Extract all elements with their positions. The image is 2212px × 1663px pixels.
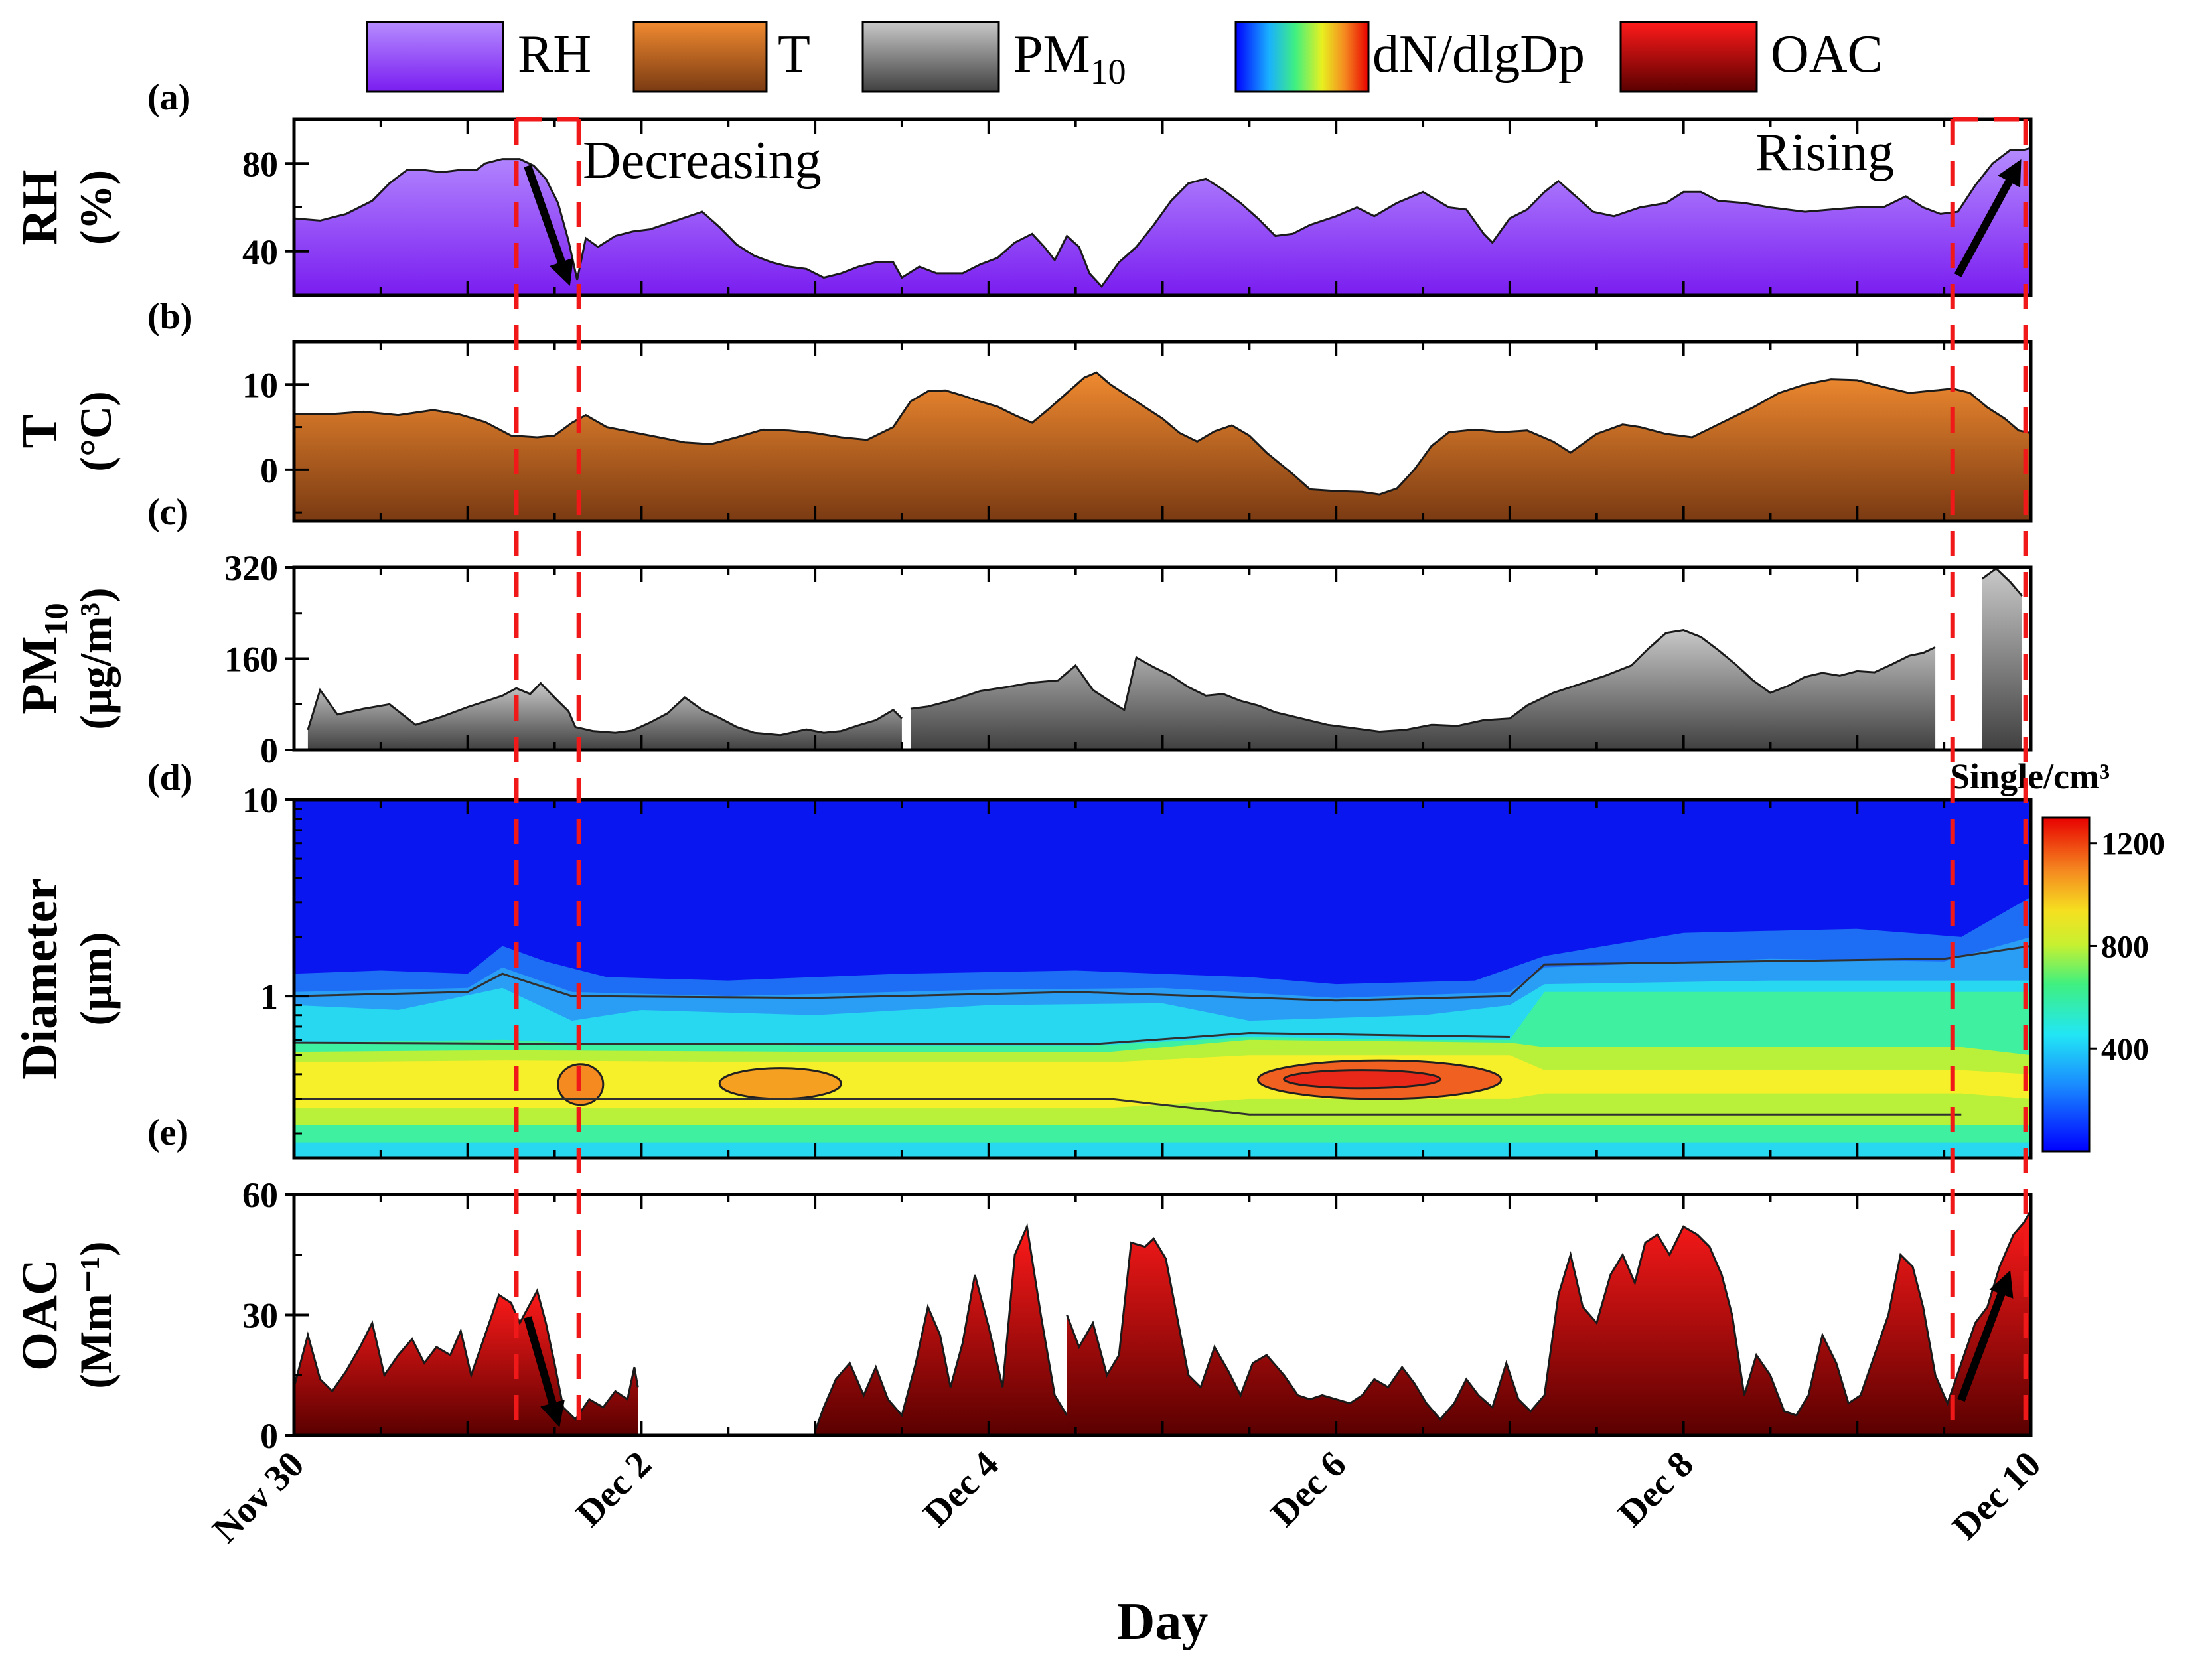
line-pm-2 <box>1981 567 2024 597</box>
y-axis-title-main: Diameter <box>12 878 68 1080</box>
y-axis-title-oac: OAC (Mm⁻¹) <box>12 1241 121 1388</box>
y-tick-label-rh: 80 <box>242 144 278 184</box>
panel-tag-t: (b) <box>147 296 192 337</box>
line-oac-1 <box>814 1223 1068 1432</box>
legend-swatch-oac <box>1619 21 1758 93</box>
y-axis-title-t: T (°C) <box>12 391 121 472</box>
heatmap-contour-1 <box>294 1031 1510 1045</box>
y-tick-label-dn: 1 <box>260 977 278 1017</box>
area-oac-0 <box>294 1291 638 1435</box>
y-tick-label-t: 0 <box>260 451 278 490</box>
area-pm-1 <box>911 630 1936 750</box>
heatmap <box>294 897 2031 1158</box>
y-tick-label-pm: 320 <box>224 548 278 588</box>
legend-label-rh: RH <box>518 25 591 84</box>
legend-swatch-t <box>632 21 768 93</box>
y-axis-title-rh: RH (%) <box>12 170 121 246</box>
trend-arrow-2 <box>524 1316 565 1428</box>
heatmap-hotspot-1 <box>718 1067 842 1100</box>
x-tick-label: Dec 2 <box>568 1443 659 1534</box>
line-oac-0 <box>293 1288 639 1421</box>
y-axis-title-pm: PM10(µg/m³) <box>12 587 121 729</box>
legend-swatch-pm <box>861 21 1000 93</box>
legend-label-t: T <box>778 25 810 84</box>
line-t-0 <box>294 371 2031 496</box>
colorbar-title: Single/cm³ <box>1950 757 2110 796</box>
heatmap-contour-2 <box>294 1098 1962 1116</box>
line-oac-2 <box>1066 1210 2032 1421</box>
y-axis-title-unit: (%) <box>70 170 121 245</box>
x-tick-label: Dec 6 <box>1263 1443 1354 1534</box>
y-tick-label-rh: 40 <box>242 232 278 272</box>
annotation-rising: Rising <box>1755 123 1894 182</box>
colorbar-tick-label: 400 <box>2101 1032 2149 1067</box>
y-axis-title-main: PM10 <box>12 603 74 714</box>
x-tick-label: Nov 30 <box>205 1443 313 1551</box>
x-axis-title: Day <box>1117 1593 1209 1651</box>
line-rh-0 <box>293 147 2031 289</box>
area-pm-0 <box>307 683 902 750</box>
y-axis-title-main: RH <box>12 170 68 246</box>
y-axis-title-main: T <box>12 415 68 449</box>
trend-arrow-3 <box>1957 1270 2014 1402</box>
y-tick-label-oac: 0 <box>260 1416 278 1456</box>
y-axis-title-main: OAC <box>12 1259 68 1371</box>
colorbar-tick-label: 1200 <box>2101 827 2165 862</box>
heatmap-band-6 <box>294 1055 2031 1108</box>
x-tick-label: Dec 4 <box>916 1443 1007 1534</box>
y-tick-label-oac: 60 <box>242 1175 278 1215</box>
y-axis-title-unit: (µm) <box>70 932 121 1025</box>
trend-arrow-0 <box>524 165 574 286</box>
y-tick-label-pm: 0 <box>260 731 278 770</box>
x-tick-label: Dec 10 <box>1945 1443 2049 1548</box>
annotation-decreasing: Decreasing <box>583 131 822 190</box>
y-tick-label-t: 10 <box>242 365 278 405</box>
area-rh-0 <box>294 148 2031 295</box>
heatmap-contour-0 <box>294 945 2031 1002</box>
area-pm-2 <box>1982 568 2022 750</box>
y-tick-label-pm: 160 <box>224 640 278 680</box>
line-pm-1 <box>910 628 1936 733</box>
legend-label-oac: OAC <box>1771 25 1883 84</box>
colorbar <box>2041 816 2091 1153</box>
y-axis-title-unit: (°C) <box>70 391 121 472</box>
y-axis-title-dn: Diameter (µm) <box>12 878 121 1080</box>
legend-label-subscript: 10 <box>1090 52 1126 92</box>
panel-tag-dn: (d) <box>147 757 192 798</box>
legend-swatch-rh <box>366 21 504 93</box>
y-tick-label-dn: 10 <box>242 780 278 820</box>
y-axis-title-unit: (Mm⁻¹) <box>70 1241 121 1388</box>
panel-tag-oac: (e) <box>147 1112 188 1153</box>
y-tick-label-oac: 30 <box>242 1296 278 1336</box>
y-axis-title-unit: (µg/m³) <box>70 587 121 729</box>
area-oac-1 <box>815 1226 1067 1435</box>
area-oac-2 <box>1067 1210 2031 1435</box>
heatmap-hotspot-3 <box>1283 1069 1441 1090</box>
colorbar-tick-label: 800 <box>2101 929 2149 964</box>
legend-label-pm: PM10 <box>1013 25 1126 92</box>
legend-swatch-dn <box>1234 21 1370 93</box>
area-t-0 <box>294 372 2031 521</box>
panel-tag-rh: (a) <box>147 77 190 118</box>
legend-label-dn: dN/dlgDp <box>1372 25 1585 84</box>
line-pm-0 <box>307 682 903 737</box>
y-axis-title-subscript: 10 <box>37 603 74 636</box>
x-tick-label: Dec 8 <box>1611 1443 1702 1534</box>
trend-arrow-1 <box>1954 159 2022 277</box>
panel-tag-pm: (c) <box>147 492 188 533</box>
